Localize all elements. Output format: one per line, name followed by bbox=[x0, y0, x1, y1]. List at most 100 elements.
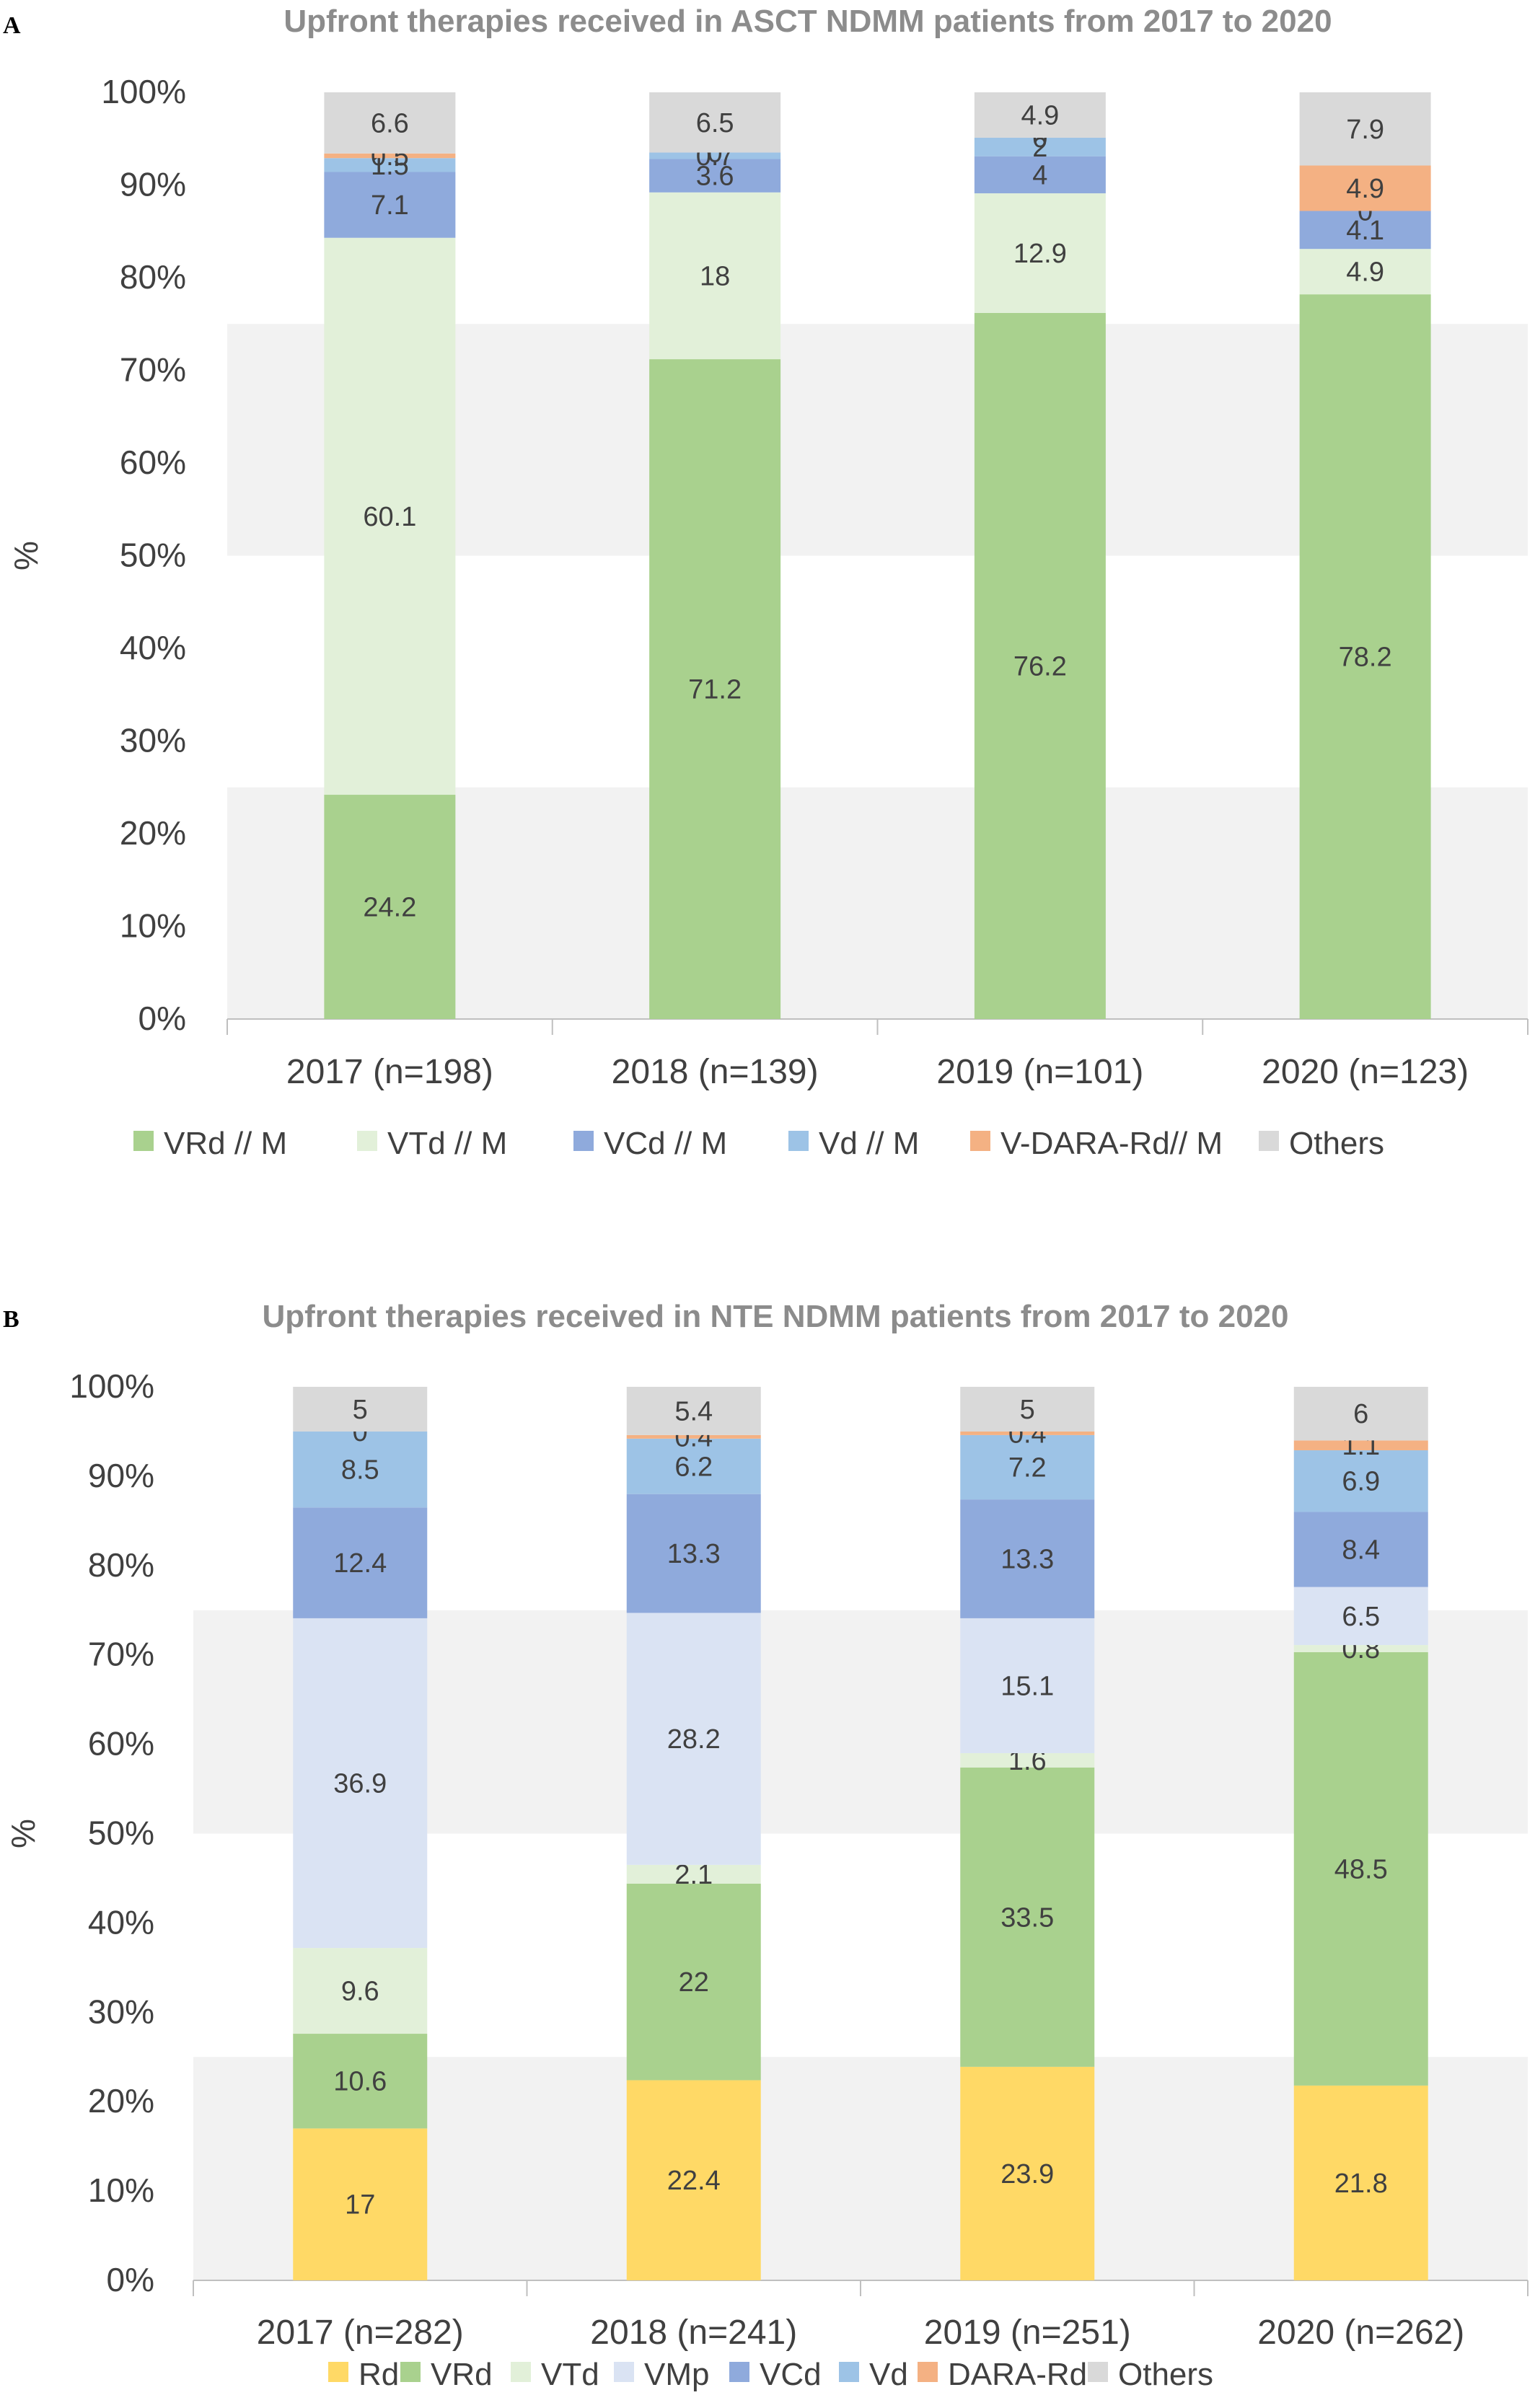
panel-b-chart: B Upfront therapies received in NTE NDMM… bbox=[3, 1299, 1529, 2392]
y-tick-label: 20% bbox=[120, 814, 186, 852]
data-label: 71.2 bbox=[688, 675, 742, 705]
bar-segment bbox=[960, 1752, 1095, 1768]
data-label: 8.4 bbox=[1342, 1535, 1380, 1565]
legend-label: VRd // M bbox=[164, 1126, 287, 1161]
data-label: 10.6 bbox=[333, 2067, 387, 2097]
bar-segment bbox=[293, 1948, 428, 2034]
bar-segment bbox=[1299, 294, 1431, 1019]
bar-segment bbox=[324, 158, 456, 172]
chart-a-title: Upfront therapies received in ASCT NDMM … bbox=[283, 4, 1332, 39]
bar-segment bbox=[1293, 1645, 1428, 1652]
bar-segment bbox=[974, 137, 1106, 156]
legend-swatch bbox=[1088, 2362, 1108, 2382]
bar-segment bbox=[324, 237, 456, 795]
data-label: 12.9 bbox=[1013, 239, 1067, 269]
bar-segment bbox=[293, 1618, 428, 1949]
bar-segment bbox=[649, 159, 781, 193]
y-tick-label: 70% bbox=[120, 351, 186, 389]
bar-segment bbox=[649, 359, 781, 1020]
data-label: 17 bbox=[345, 2190, 375, 2220]
legend-swatch bbox=[788, 1131, 809, 1151]
legend-swatch bbox=[729, 2362, 749, 2382]
data-label: 21.8 bbox=[1334, 2169, 1388, 2199]
legend-label: Others bbox=[1289, 1126, 1384, 1161]
y-tick-label: 60% bbox=[88, 1725, 154, 1763]
data-label: 5.4 bbox=[674, 1396, 713, 1426]
y-tick-label: 40% bbox=[88, 1903, 154, 1941]
bar-segment bbox=[649, 192, 781, 360]
bar-segment bbox=[960, 1618, 1095, 1753]
data-label: 13.3 bbox=[1000, 1545, 1054, 1575]
data-label: 2 bbox=[1032, 133, 1047, 163]
bar-segment bbox=[974, 193, 1106, 313]
y-tick-label: 80% bbox=[88, 1546, 154, 1584]
x-category-label: 2018 (n=241) bbox=[590, 2314, 797, 2352]
bar-segment bbox=[293, 1387, 428, 1432]
legend-swatch bbox=[573, 1131, 594, 1151]
y-axis-label: % bbox=[4, 1819, 42, 1848]
y-tick-label: 10% bbox=[88, 2171, 154, 2209]
y-tick-label: 30% bbox=[120, 722, 186, 759]
bar-segment bbox=[626, 1387, 761, 1435]
bar-segment bbox=[960, 1434, 1095, 1500]
x-category-label: 2019 (n=101) bbox=[936, 1053, 1143, 1091]
bar-segment bbox=[1293, 2085, 1428, 2280]
y-axis-label: % bbox=[7, 541, 45, 570]
x-category-label: 2018 (n=139) bbox=[612, 1053, 819, 1091]
data-label: 9.6 bbox=[341, 1977, 379, 2007]
bar-segment bbox=[1293, 1651, 1428, 2086]
bar-segment bbox=[293, 2034, 428, 2129]
legend-swatch bbox=[133, 1131, 154, 1151]
data-label: 6.2 bbox=[674, 1452, 713, 1482]
x-category-label: 2020 (n=123) bbox=[1262, 1053, 1469, 1091]
data-label: 18 bbox=[700, 261, 730, 291]
bar-segment bbox=[324, 795, 456, 1019]
bar-segment bbox=[1299, 92, 1431, 166]
bar-segment bbox=[649, 152, 781, 159]
y-tick-label: 20% bbox=[88, 2082, 154, 2120]
bar-segment bbox=[293, 1431, 428, 1508]
data-label: 5 bbox=[353, 1395, 368, 1425]
data-label: 7.9 bbox=[1346, 115, 1384, 145]
bar-segment bbox=[1293, 1440, 1428, 1450]
legend-label: VMp bbox=[644, 2357, 709, 2392]
data-label: 4 bbox=[1032, 160, 1047, 190]
bar-segment bbox=[324, 172, 456, 238]
legend-label: VCd // M bbox=[604, 1126, 727, 1161]
y-tick-label: 30% bbox=[88, 1993, 154, 2030]
legend-swatch bbox=[357, 1131, 377, 1151]
bar-segment bbox=[1293, 1387, 1428, 1441]
y-tick-label: 0% bbox=[138, 1000, 186, 1037]
y-tick-label: 70% bbox=[88, 1636, 154, 1673]
legend-swatch bbox=[328, 2362, 348, 2382]
data-label: 6.5 bbox=[1342, 1602, 1380, 1632]
bar-segment bbox=[626, 1864, 761, 1884]
legend-label: VTd // M bbox=[387, 1126, 507, 1161]
bar-segment bbox=[1293, 1587, 1428, 1646]
legend-label: Others bbox=[1118, 2357, 1213, 2392]
bar-segment bbox=[649, 92, 781, 153]
y-tick-label: 50% bbox=[120, 537, 186, 574]
panel-b-letter: B bbox=[3, 1306, 19, 1333]
legend-label: Vd bbox=[869, 2357, 908, 2392]
bar-segment bbox=[960, 1431, 1095, 1435]
bar-segment bbox=[960, 1767, 1095, 2067]
y-tick-label: 100% bbox=[101, 73, 186, 110]
data-label: 13.3 bbox=[667, 1539, 721, 1569]
data-label: 60.1 bbox=[363, 502, 416, 532]
bar-segment bbox=[974, 312, 1106, 1020]
y-tick-label: 50% bbox=[88, 1814, 154, 1852]
data-label: 6.9 bbox=[1342, 1467, 1380, 1497]
bar-segment bbox=[293, 1507, 428, 1618]
x-category-label: 2020 (n=262) bbox=[1257, 2314, 1464, 2352]
y-tick-label: 60% bbox=[120, 444, 186, 481]
y-tick-label: 80% bbox=[120, 258, 186, 296]
legend-swatch bbox=[614, 2362, 634, 2382]
bar-segment bbox=[960, 1499, 1095, 1618]
legend-swatch bbox=[839, 2362, 859, 2382]
panel-a-chart: A Upfront therapies received in ASCT NDM… bbox=[3, 4, 1529, 1161]
y-tick-label: 0% bbox=[107, 2261, 154, 2298]
bar-segment bbox=[626, 2080, 761, 2280]
legend-swatch bbox=[970, 1131, 990, 1151]
